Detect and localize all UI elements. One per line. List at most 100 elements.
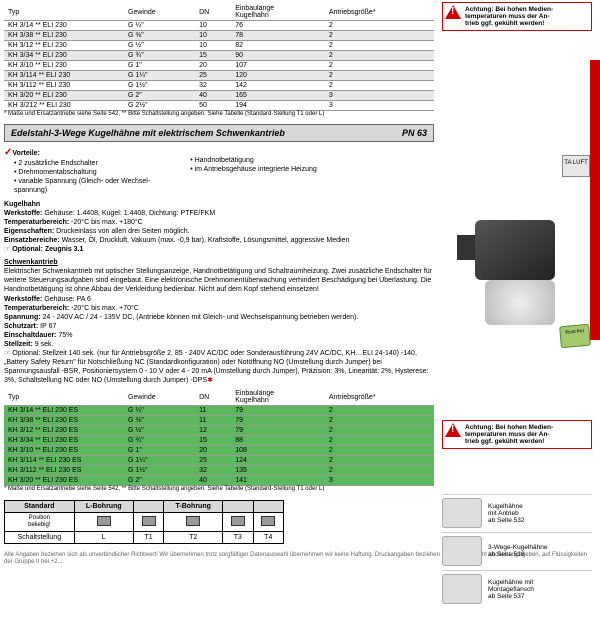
section-title-text: Edelstahl-3-Wege Kugelhähne mit elektris… — [11, 128, 285, 138]
sidebar-item: 3-Wege-Kugelhähne ab Seite 516 — [442, 532, 592, 566]
kugelhahn-hdr: Kugelhahn — [4, 201, 40, 208]
table-cell: G 1" — [124, 446, 195, 456]
table-row: KH 3/10 ** ELI 230 ESG 1"201082 — [4, 446, 434, 456]
schwenk-desc: Elektrischer Schwenkantrieb mit optische… — [4, 268, 432, 293]
table-cell: 20 — [195, 61, 231, 71]
table-row: KH 3/38 ** ELI 230 ESG ⅜"11792 — [4, 416, 434, 426]
spec-line: Spannung: 24 - 240V AC / 24 - 135V DC, (… — [4, 313, 434, 322]
table-cell: G 2" — [124, 91, 195, 101]
table-cell: G 1½" — [124, 466, 195, 476]
table-header: Gewinde — [124, 4, 195, 21]
table-cell: 78 — [231, 31, 325, 41]
table-cell: G 1¼" — [124, 71, 195, 81]
table-header: Einbaulänge Kugelhahn — [231, 389, 325, 406]
spec-line: Temperaturbereich: -20°C bis max. +70°C — [4, 304, 434, 313]
table-row: KH 3/38 ** ELI 230G ⅜"10782 — [4, 31, 434, 41]
vorteile-label: Vorteile: — [12, 150, 40, 157]
table-cell: G ¾" — [124, 51, 195, 61]
table-header: Gewinde — [124, 389, 195, 406]
table-header: Typ — [4, 389, 124, 406]
sidebar-thumb — [442, 574, 482, 604]
table-cell: G 2½" — [124, 101, 195, 111]
list-item: Drehmomentabschaltung — [14, 168, 150, 177]
table-cell: 2 — [325, 446, 434, 456]
spec-line: Werkstoffe: Gehäuse: 1.4408, Kugel: 1.44… — [4, 209, 434, 218]
spec-line: Werkstoffe: Gehäuse: PA 6 — [4, 295, 434, 304]
table-header: Antriebsgröße* — [325, 4, 434, 21]
bore-cell: T1 — [133, 532, 163, 544]
sidebar-item: Kugelhähne mit Antrieb ab Seite 532 — [442, 494, 592, 528]
bore-header: Standard — [5, 500, 75, 512]
schwenk-hdr: Schwenkantrieb — [4, 259, 58, 266]
table-cell: 32 — [195, 81, 231, 91]
table-cell: KH 3/20 ** ELI 230 ES — [4, 476, 124, 486]
table-row: KH 3/12 ** ELI 230G ½"10822 — [4, 41, 434, 51]
footnote: * Maße und Ersatzantriebe siehe Seite 54… — [4, 486, 434, 493]
table-cell: 2 — [325, 41, 434, 51]
table-cell: 32 — [195, 466, 231, 476]
table-header: Einbaulänge Kugelhahn — [231, 4, 325, 21]
table-cell: 2 — [325, 466, 434, 476]
spec-line: Schutzart: IP 67 — [4, 322, 434, 331]
table-cell: 10 — [195, 41, 231, 51]
table-1: TypGewindeDNEinbaulänge KugelhahnAntrieb… — [4, 4, 434, 111]
table-cell: 50 — [195, 101, 231, 111]
table-cell: 2 — [325, 71, 434, 81]
table-cell: G 2" — [124, 476, 195, 486]
ta-luft-badge: TA LUFT — [562, 155, 590, 177]
table-cell: 76 — [231, 21, 325, 31]
table-cell: 2 — [325, 416, 434, 426]
table-cell: KH 3/38 ** ELI 230 ES — [4, 416, 124, 426]
sidebar-thumb — [442, 536, 482, 566]
rost-frei-badge: Rost frei — [559, 324, 591, 349]
table-row: KH 3/14 ** ELI 230 ESG ¼"11792 — [4, 406, 434, 416]
bore-header — [133, 500, 163, 512]
table-cell: KH 3/114 ** ELI 230 ES — [4, 456, 124, 466]
bore-header: L-Bohrung — [74, 500, 133, 512]
table-cell: G ¾" — [124, 436, 195, 446]
list-item: im Antriebsgehäuse integrierte Heizung — [190, 165, 317, 174]
table-cell: 2 — [325, 21, 434, 31]
sidebar-item: Kugelhähne mit Montageflansch ab Seite 5… — [442, 570, 592, 604]
table-header: DN — [195, 389, 231, 406]
spec-line: Stellzeit: 9 sek. — [4, 340, 434, 349]
table-cell: G ½" — [124, 41, 195, 51]
table-cell: 25 — [195, 71, 231, 81]
table-cell: 2 — [325, 456, 434, 466]
table-cell: 40 — [195, 91, 231, 101]
table-row: KH 3/112 ** ELI 230G 1½"321422 — [4, 81, 434, 91]
table-row: KH 3/10 ** ELI 230G 1"201072 — [4, 61, 434, 71]
table-cell: 15 — [195, 436, 231, 446]
table-cell: G 1¼" — [124, 456, 195, 466]
table-cell: 11 — [195, 406, 231, 416]
table-cell: G ½" — [124, 426, 195, 436]
table-cell: KH 3/114 ** ELI 230 — [4, 71, 124, 81]
table-cell: 11 — [195, 416, 231, 426]
kugelhahn-block: Kugelhahn Werkstoffe: Gehäuse: 1.4408, K… — [4, 200, 434, 255]
product-image — [455, 220, 585, 340]
table-cell: 12 — [195, 426, 231, 436]
section-pn: PN 63 — [402, 128, 427, 138]
table-cell: 120 — [231, 71, 325, 81]
table-cell: 141 — [231, 476, 325, 486]
table-row: KH 3/34 ** ELI 230G ¾"15902 — [4, 51, 434, 61]
table-cell: 90 — [231, 51, 325, 61]
table-cell: KH 3/112 ** ELI 230 ES — [4, 466, 124, 476]
schwenk-block: Schwenkantrieb Elektrischer Schwenkantri… — [4, 258, 434, 385]
warning-icon — [445, 5, 461, 19]
table-2: TypGewindeDNEinbaulänge KugelhahnAntrieb… — [4, 389, 434, 486]
table-row: KH 3/114 ** ELI 230G 1¼"251202 — [4, 71, 434, 81]
table-cell: KH 3/34 ** ELI 230 ES — [4, 436, 124, 446]
table-cell: 79 — [231, 426, 325, 436]
bore-cell: T2 — [164, 532, 223, 544]
table-cell: 3 — [325, 91, 434, 101]
footnote: * Maße und Ersatzantriebe siehe Seite 54… — [4, 111, 434, 118]
sidebar-text: Kugelhähne mit Antrieb ab Seite 532 — [488, 503, 525, 524]
table-cell: KH 3/20 ** ELI 230 — [4, 91, 124, 101]
warn-label: Achtung: — [465, 424, 494, 431]
sidebar-text: Kugelhähne mit Montageflansch ab Seite 5… — [488, 579, 534, 600]
table-row: KH 3/112 ** ELI 230 ESG 1½"321352 — [4, 466, 434, 476]
table-cell: 3 — [325, 101, 434, 111]
list-item: Handnotbetätigung — [190, 156, 317, 165]
bore-header: T-Bohrung — [164, 500, 223, 512]
